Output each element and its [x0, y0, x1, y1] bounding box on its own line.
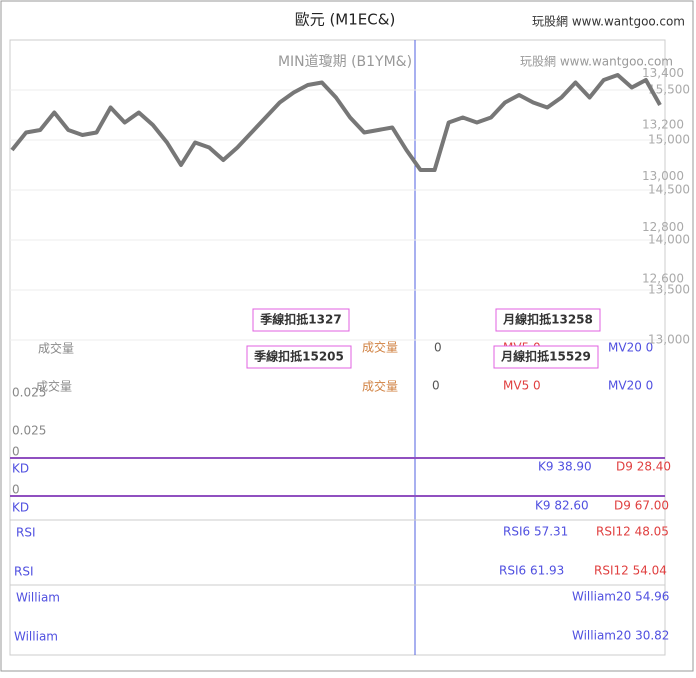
chart-title: MIN道瓊期 (B1YM&) [278, 54, 412, 70]
label: RSI [14, 565, 34, 579]
label: 成交量 [38, 341, 74, 356]
kd-panel: KD KD 0 K9 38.90 D9 28.40 K9 82.60 D9 67… [12, 460, 671, 515]
value: RSI6 57.31 [503, 525, 568, 539]
axis-label: 0 [12, 445, 20, 459]
label: 成交量 [362, 340, 398, 355]
page-title: 歐元 (M1EC&) [295, 11, 396, 29]
value: RSI12 54.04 [594, 564, 667, 578]
annotation: 季線扣抵1327 [259, 312, 341, 327]
value: K9 82.60 [535, 499, 589, 513]
annotation-box [252, 308, 350, 332]
value: MV20 0 [608, 341, 653, 355]
value: MV5 0 [503, 379, 541, 393]
annotation-box [246, 345, 352, 369]
annotation-box [495, 308, 601, 332]
annotation-box [493, 345, 599, 369]
william-panel: William William William20 54.96 William2… [10, 584, 669, 644]
value: RSI12 48.05 [596, 525, 669, 539]
annotation: 月線扣抵13258 [502, 312, 593, 327]
label: RSI [16, 526, 36, 540]
value: RSI6 61.93 [499, 564, 564, 578]
price-line [10, 73, 662, 172]
value: D9 67.00 [614, 499, 669, 513]
brand-2: 玩股網 www.wantgoo.com [520, 55, 673, 69]
label: KD [12, 501, 29, 515]
y2-tick-label: 12,800 [642, 220, 684, 234]
label: William [16, 591, 60, 605]
value: William20 54.96 [572, 590, 669, 604]
annotation: 月線扣抵15529 [500, 349, 591, 364]
value: D9 28.40 [616, 460, 671, 474]
label: William [14, 630, 58, 644]
y-tick-label: 15,500 [648, 83, 690, 97]
y-tick-label: 14,500 [648, 183, 690, 197]
y2-tick-label: 13,400 [642, 66, 684, 80]
axis-label: 0.025 [12, 386, 46, 400]
y2-tick-label: 13,200 [642, 117, 684, 131]
brand: 玩股網 www.wantgoo.com [532, 15, 685, 29]
y2-tick-label: 13,000 [642, 169, 684, 183]
label: 0 [12, 483, 20, 497]
y-tick-label: 13,000 [648, 333, 690, 347]
y-tick-label: 13,500 [648, 283, 690, 297]
label: 成交量 [36, 379, 72, 394]
annotation: 季線扣抵15205 [253, 349, 344, 364]
y2-tick-label: 12,600 [642, 272, 684, 286]
y-tick-label: 14,000 [648, 233, 690, 247]
y-tick-label: 15,000 [648, 133, 690, 147]
value: 0 [432, 379, 440, 393]
value: MV20 0 [608, 379, 653, 393]
value: 0 [434, 341, 442, 355]
label: 成交量 [362, 379, 398, 394]
rsi-panel: RSI RSI RSI6 57.31 RSI12 48.05 RSI6 61.9… [10, 519, 669, 579]
label: KD [12, 462, 29, 476]
value: William20 30.82 [572, 629, 669, 643]
axis-label: 0.025 [12, 424, 46, 438]
value: K9 38.90 [538, 460, 592, 474]
